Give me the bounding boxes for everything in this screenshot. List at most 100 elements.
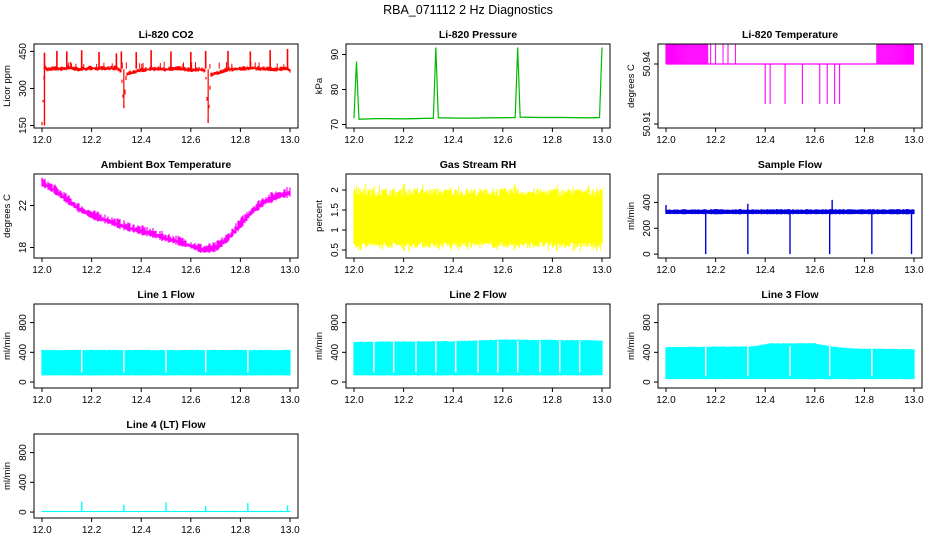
plot-frame — [345, 173, 611, 259]
data-point — [503, 116, 505, 119]
panel-title: Line 4 (LT) Flow — [126, 419, 206, 431]
y-axis: 0 400 800 — [18, 314, 34, 385]
data-point — [479, 117, 481, 119]
x-tick-label: 12.6 — [805, 395, 825, 406]
x-tick-label: 12.2 — [394, 265, 414, 276]
data-point — [507, 116, 509, 119]
data-point — [587, 117, 589, 119]
data-point — [547, 116, 549, 119]
y-tick-label: 0 — [18, 379, 29, 385]
panel-title: Line 3 Flow — [761, 289, 819, 301]
series-marks — [41, 501, 291, 513]
y-tick-label: 400 — [642, 194, 653, 211]
data-point — [365, 118, 367, 120]
data-point — [401, 118, 403, 120]
series-marks — [41, 348, 291, 376]
data-point — [451, 117, 453, 119]
x-tick-label: 12.6 — [181, 265, 201, 276]
x-tick-label: 12.6 — [493, 395, 513, 406]
data-point — [477, 117, 479, 119]
x-tick-label: 12.0 — [32, 265, 52, 276]
y-tick-label: 400 — [18, 344, 29, 361]
data-point — [443, 117, 445, 119]
x-tick-label: 12.2 — [394, 395, 414, 406]
data-point — [449, 117, 451, 119]
data-point — [371, 118, 373, 120]
data-point — [549, 116, 551, 119]
data-point — [481, 117, 483, 119]
data-point — [551, 116, 553, 119]
y-axis: 0.5 1 1.5 2 — [330, 187, 346, 257]
x-tick-label: 12.6 — [181, 135, 201, 146]
panel-title: Ambient Box Temperature — [101, 159, 232, 171]
data-point — [541, 116, 543, 119]
data-point — [439, 117, 441, 119]
x-axis: 12.0 12.2 12.4 12.6 12.8 13.0 — [344, 258, 612, 276]
data-point — [419, 117, 421, 120]
data-point — [457, 117, 459, 119]
data-point — [429, 117, 431, 119]
panel-9: Line 3 Flow ml/min 12.0 12.2 12.4 12.6 12.8 13.… — [626, 289, 924, 406]
data-point — [415, 117, 417, 120]
y-axis-label: Licor ppm — [2, 65, 13, 107]
data-point — [367, 118, 369, 120]
data-point — [567, 116, 569, 119]
data-point — [423, 117, 425, 120]
data-point — [511, 116, 513, 119]
x-axis: 12.0 12.2 12.4 12.6 12.8 13.0 — [32, 518, 300, 536]
data-point — [583, 117, 585, 119]
y-axis: 0 400 800 — [642, 314, 658, 385]
data-point — [411, 118, 413, 120]
data-point — [381, 117, 383, 120]
plot-frame — [657, 173, 923, 259]
plot-frame — [33, 173, 299, 259]
y-tick-label: 2 — [330, 187, 341, 193]
y-tick-label: 50.94 — [642, 51, 653, 76]
x-tick-label: 12.4 — [443, 395, 463, 406]
y-tick-label: 18 — [18, 242, 29, 254]
data-point — [539, 116, 541, 119]
data-point — [545, 116, 547, 119]
x-tick-label: 13.0 — [280, 525, 300, 536]
y-tick-label: 50.91 — [642, 111, 653, 136]
x-tick-label: 13.0 — [592, 135, 612, 146]
data-point — [467, 117, 469, 119]
x-tick-label: 13.0 — [904, 395, 924, 406]
data-point — [421, 117, 423, 120]
data-point — [445, 117, 447, 119]
data-point — [543, 116, 545, 119]
x-axis: 12.0 12.2 12.4 12.6 12.8 13.0 — [32, 258, 300, 276]
x-tick-label: 13.0 — [280, 395, 300, 406]
x-axis: 12.0 12.2 12.4 12.6 12.8 13.0 — [656, 258, 924, 276]
data-point — [565, 116, 567, 119]
data-point — [501, 116, 503, 119]
series-marks — [41, 177, 291, 253]
data-point — [499, 117, 501, 119]
series-marks — [665, 199, 915, 255]
x-axis: 12.0 12.2 12.4 12.6 12.8 13.0 — [656, 128, 924, 146]
data-point — [383, 117, 385, 120]
data-point — [353, 116, 355, 119]
plot-frame — [33, 433, 299, 519]
x-tick-label: 12.4 — [131, 395, 151, 406]
y-axis: 150 300 450 — [18, 43, 34, 134]
x-tick-label: 12.8 — [855, 135, 875, 146]
x-tick-label: 12.0 — [656, 395, 676, 406]
data-point — [527, 116, 529, 118]
x-tick-label: 12.0 — [656, 265, 676, 276]
x-tick-label: 13.0 — [280, 135, 300, 146]
data-point — [495, 117, 497, 119]
x-tick-label: 12.0 — [344, 135, 364, 146]
data-point — [377, 117, 379, 120]
panel-title: Li-820 Pressure — [439, 29, 517, 41]
data-point — [589, 117, 591, 119]
y-tick-label: 800 — [18, 314, 29, 331]
x-tick-label: 12.4 — [131, 525, 151, 536]
data-point — [465, 117, 467, 119]
plot-frame — [33, 43, 299, 129]
series-marks — [665, 343, 915, 380]
panel-5: Gas Stream RH percent 12.0 12.2 12.4 12.6 12.8… — [314, 159, 612, 276]
